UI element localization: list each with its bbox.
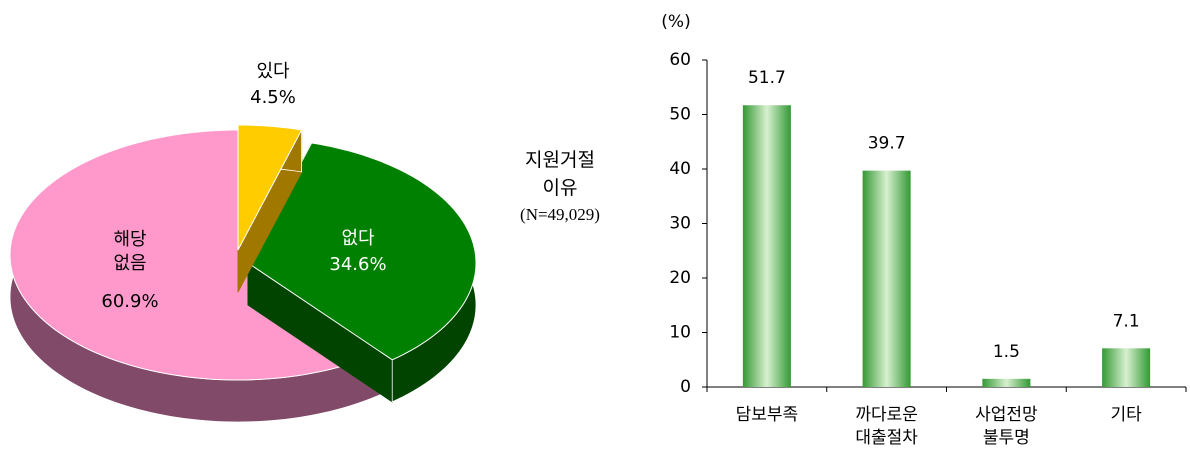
slice-label: 없다 bbox=[341, 228, 375, 249]
y-tick-label: 60 bbox=[669, 50, 691, 70]
y-tick-label: 30 bbox=[669, 214, 691, 234]
y-tick-label: 10 bbox=[669, 323, 691, 343]
x-tick-label: 까다로운 대출절차 bbox=[855, 405, 918, 448]
bar-value-label: 51.7 bbox=[748, 68, 786, 88]
bar-value-label: 7.1 bbox=[1113, 311, 1140, 331]
x-tick-label: 기타 bbox=[1110, 405, 1142, 425]
y-tick-label: 20 bbox=[669, 268, 691, 288]
bar bbox=[862, 170, 911, 387]
y-axis-label: (%) bbox=[661, 12, 690, 32]
bar bbox=[982, 378, 1031, 387]
y-tick-label: 40 bbox=[669, 159, 691, 179]
x-tick-label: 담보부족 bbox=[735, 405, 799, 425]
chart-title: 지원거절 이유 bbox=[525, 149, 595, 199]
slice-value-label: 4.5% bbox=[250, 87, 296, 108]
x-tick-label: 사업전망 불투명 bbox=[975, 405, 1038, 448]
slice-value-label: 34.6% bbox=[329, 254, 387, 275]
bar-value-label: 39.7 bbox=[868, 134, 906, 154]
chart-subtitle: (N=49,029) bbox=[520, 205, 600, 224]
bar bbox=[1102, 348, 1151, 387]
slice bbox=[247, 142, 477, 361]
slice-label: 해당 없음 bbox=[113, 229, 147, 274]
slice bbox=[237, 124, 303, 251]
slice-label: 있다 bbox=[256, 61, 290, 82]
bar bbox=[742, 105, 791, 388]
slice-value-label: 60.9% bbox=[101, 291, 159, 312]
y-tick-label: 0 bbox=[680, 377, 691, 397]
y-tick-label: 50 bbox=[669, 105, 691, 125]
bar-value-label: 1.5 bbox=[993, 342, 1020, 362]
